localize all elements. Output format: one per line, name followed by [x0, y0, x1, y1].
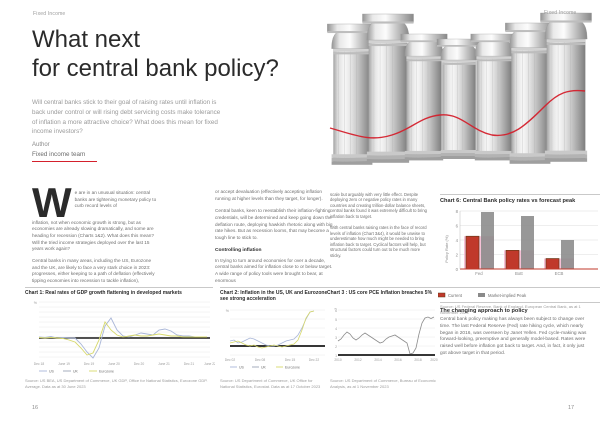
svg-text:June 20: June 20 [108, 362, 120, 366]
svg-text:2012: 2012 [354, 358, 362, 362]
svg-text:Dec 21: Dec 21 [184, 362, 195, 366]
svg-text:4: 4 [456, 238, 459, 243]
svg-text:4: 4 [335, 327, 337, 331]
svg-text:8: 8 [456, 209, 459, 214]
svg-text:BoE: BoE [515, 271, 523, 276]
svg-text:2016: 2016 [394, 358, 402, 362]
svg-text:June 21: June 21 [158, 362, 170, 366]
svg-text:2: 2 [335, 345, 337, 349]
svg-text:June 19: June 19 [58, 362, 70, 366]
svg-text:Eurozone: Eurozone [285, 366, 300, 370]
svg-text:US: US [49, 370, 55, 374]
svg-text:2020: 2020 [430, 358, 438, 362]
svg-text:June 22: June 22 [204, 362, 215, 366]
svg-text:6: 6 [456, 224, 459, 229]
svg-text:2010: 2010 [334, 358, 342, 362]
svg-text:2018: 2018 [414, 358, 422, 362]
svg-text:Dec 22: Dec 22 [309, 358, 320, 362]
svg-text:Eurozone: Eurozone [99, 370, 114, 374]
svg-text:%: % [34, 301, 38, 305]
svg-text:Dec 18: Dec 18 [34, 362, 45, 366]
svg-text:Market-implied Peak: Market-implied Peak [488, 293, 527, 298]
svg-text:Fixed Income: Fixed Income [544, 10, 576, 16]
svg-text:UK: UK [73, 370, 79, 374]
svg-text:US: US [239, 366, 245, 370]
svg-text:Dec 02: Dec 02 [225, 358, 236, 362]
svg-text:Fed: Fed [475, 271, 483, 276]
svg-text:Dec 15: Dec 15 [285, 358, 296, 362]
svg-text:Policy Rate (%): Policy Rate (%) [444, 235, 449, 263]
svg-text:UK: UK [261, 366, 267, 370]
svg-text:Dec 08: Dec 08 [255, 358, 266, 362]
svg-text:3: 3 [335, 336, 337, 340]
svg-text:6: 6 [335, 309, 337, 313]
svg-text:5: 5 [335, 318, 337, 322]
svg-text:2014: 2014 [374, 358, 382, 362]
svg-text:Dec 19: Dec 19 [84, 362, 95, 366]
svg-text:Dec 20: Dec 20 [134, 362, 145, 366]
svg-text:ECB: ECB [555, 271, 564, 276]
svg-text:Current: Current [448, 293, 463, 298]
svg-text:%: % [226, 309, 230, 313]
svg-text:0: 0 [456, 267, 459, 272]
svg-text:2: 2 [456, 253, 459, 258]
